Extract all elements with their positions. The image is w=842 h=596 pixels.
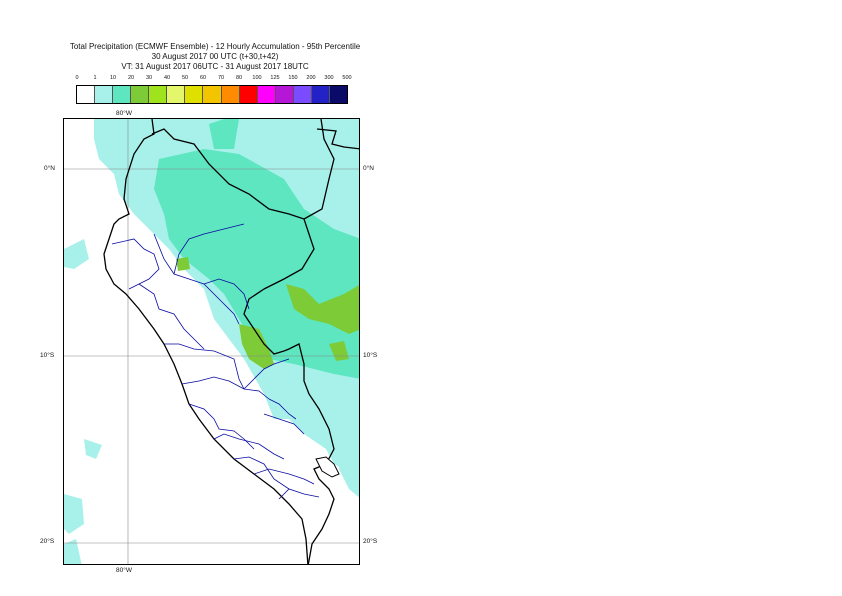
legend-tick-label: 10: [109, 75, 117, 81]
legend-swatch: [293, 86, 312, 103]
border-brazil-east: [316, 128, 359, 150]
legend-tick-label: 30: [145, 75, 153, 81]
legend-tick-label: 40: [163, 75, 171, 81]
medium-precip-field: [154, 149, 359, 379]
legend-tick-label: 125: [270, 75, 280, 81]
lon-label-bottom: 80°W: [116, 567, 132, 574]
legend-tick-label: 0: [75, 75, 79, 81]
legend-swatch: [203, 86, 222, 103]
border-peru-bolivia: [307, 463, 335, 564]
lat-label-20-right: 20°S: [363, 538, 378, 545]
light-precip-south-coast-patch: [64, 539, 82, 564]
precipitation-map: [63, 118, 360, 565]
lat-label-10-left: 10°S: [40, 352, 55, 359]
light-precip-west-patch: [64, 239, 89, 269]
coastline: [103, 119, 309, 564]
legend-tick-label: 200: [306, 75, 316, 81]
legend-tick-labels: 0 1 10 20 30 40 50 60 70 80 100 125 150 200 300 500: [75, 75, 352, 84]
precipitation-legend: 0 1 10 20 30 40 50 60 70 80 100 125 150 200 300 500: [75, 75, 352, 104]
legend-swatch: [257, 86, 276, 103]
heavy-precip-spot-2: [176, 257, 190, 271]
lat-label-0-right: 0°N: [363, 165, 374, 172]
legend-swatch: [167, 86, 186, 103]
border-colombia-brazil: [303, 119, 335, 220]
light-precip-lower-right: [334, 409, 359, 498]
legend-swatch: [149, 86, 168, 103]
title-line-2: 30 August 2017 00 UTC (t+30,t+42): [151, 52, 279, 61]
legend-swatch: [77, 86, 96, 103]
legend-tick-label: 80: [235, 75, 243, 81]
legend-swatch: [221, 86, 240, 103]
legend-tick-label: 500: [342, 75, 352, 81]
legend-swatch: [131, 86, 150, 103]
light-precip-southwest-patch-2: [84, 439, 102, 459]
map-canvas: [64, 119, 359, 564]
border-peru-brazil: [243, 288, 335, 465]
legend-swatch: [275, 86, 294, 103]
legend-tick-label: 60: [199, 75, 207, 81]
legend-tick-label: 300: [324, 75, 334, 81]
lat-label-20-left: 20°S: [40, 538, 55, 545]
legend-swatch: [113, 86, 132, 103]
heavy-precip-central: [239, 324, 274, 369]
light-precip-southwest-patch: [64, 494, 84, 534]
legend-swatch: [185, 86, 204, 103]
lake-titicaca: [315, 456, 340, 478]
legend-tick-label: 20: [127, 75, 135, 81]
legend-tick-label: 150: [288, 75, 298, 81]
lat-label-0-left: 0°N: [44, 165, 55, 172]
legend-swatch: [311, 86, 330, 103]
legend-swatch: [329, 86, 347, 103]
heavy-precip-east: [286, 284, 359, 334]
legend-tick-label: 50: [181, 75, 189, 81]
legend-color-bar: [76, 85, 348, 104]
border-ecuador-colombia: [151, 128, 315, 290]
legend-swatch: [239, 86, 258, 103]
department-borders: [111, 223, 320, 500]
lon-label-top: 80°W: [116, 110, 132, 117]
legend-tick-label: 70: [217, 75, 225, 81]
legend-tick-label: 1: [93, 75, 97, 81]
legend-swatch: [95, 86, 114, 103]
map-title: Total Precipitation (ECMWF Ensemble) - 1…: [30, 42, 400, 72]
legend-tick-label: 100: [252, 75, 262, 81]
title-line-1: Total Precipitation (ECMWF Ensemble) - 1…: [69, 42, 361, 51]
lat-label-10-right: 10°S: [363, 352, 378, 359]
title-line-3: VT: 31 August 2017 06UTC - 31 August 201…: [121, 62, 309, 71]
medium-precip-north-streaks: [209, 119, 239, 149]
